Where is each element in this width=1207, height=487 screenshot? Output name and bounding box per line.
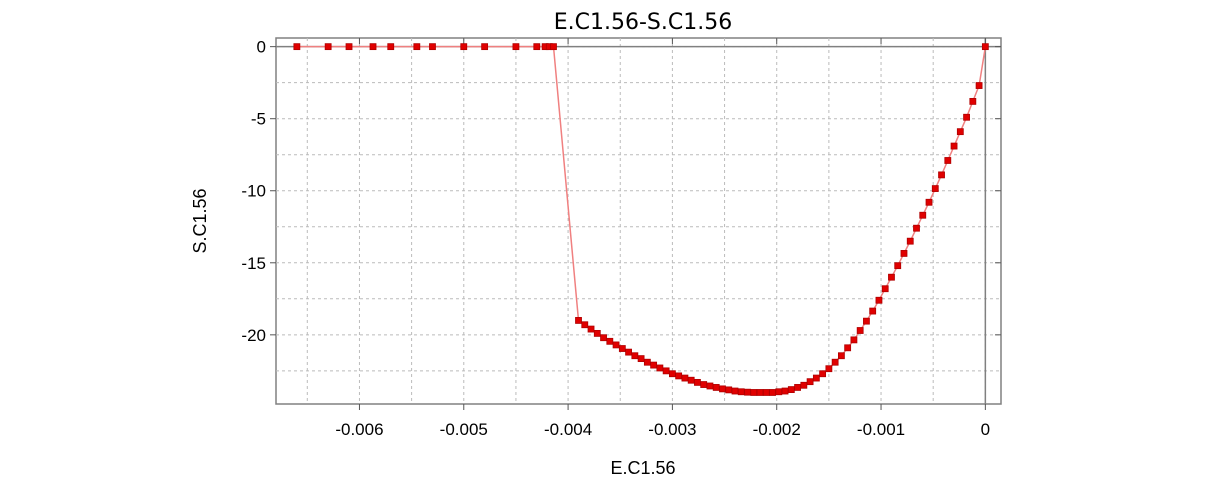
data-point: [600, 334, 607, 342]
data-point: [819, 370, 827, 378]
data-point: [975, 82, 983, 89]
data-point: [369, 43, 377, 51]
data-point: [806, 378, 814, 386]
data-point: [894, 262, 902, 270]
data-point: [625, 348, 632, 356]
data-point: [938, 171, 945, 179]
y-tick-label: -5: [251, 110, 266, 129]
data-point: [512, 43, 520, 51]
data-point: [825, 365, 833, 373]
data-point: [781, 387, 789, 395]
data-point: [550, 43, 557, 51]
x-axis-title: E.C1.56: [610, 458, 675, 478]
data-point: [850, 336, 858, 344]
data-point: [913, 224, 920, 232]
data-point: [787, 386, 795, 393]
data-point: [345, 43, 353, 51]
data-point: [650, 361, 658, 369]
data-point: [637, 355, 645, 363]
y-tick-label: -10: [241, 182, 266, 201]
data-point: [800, 381, 808, 389]
data-point: [324, 43, 332, 51]
y-tick-label: -20: [241, 326, 266, 345]
data-point: [706, 382, 714, 390]
data-point: [794, 384, 801, 391]
x-tick-label: -0.004: [544, 420, 592, 439]
data-point: [762, 389, 770, 396]
data-point: [831, 358, 839, 366]
data-point: [581, 321, 589, 329]
y-tick-label: 0: [257, 38, 266, 57]
data-point: [643, 358, 651, 366]
data-point: [837, 352, 845, 360]
plot-area: [275, 37, 1002, 405]
data-point: [618, 345, 626, 352]
data-point: [919, 211, 927, 219]
data-point: [656, 364, 664, 372]
data-point: [694, 378, 701, 386]
data-point: [969, 98, 977, 105]
data-point: [944, 157, 952, 164]
tick-labels: -0.006 -0.005 -0.004 -0.003 -0.002 -0.001 0 0 -5…: [241, 38, 990, 439]
data-point: [612, 341, 620, 349]
data-point: [888, 273, 895, 281]
data-point: [293, 43, 301, 51]
data-point: [956, 128, 964, 136]
data-point: [869, 307, 877, 315]
data-point: [719, 385, 726, 393]
data-point: [575, 317, 582, 324]
data-point: [963, 113, 970, 121]
data-point: [712, 384, 720, 391]
data-point: [931, 185, 939, 192]
data-point: [675, 372, 683, 380]
data-point: [769, 389, 776, 396]
data-point: [669, 370, 676, 378]
data-point: [950, 142, 958, 150]
data-point: [775, 388, 783, 396]
data-point: [731, 387, 739, 395]
x-tick-label: -0.006: [335, 420, 383, 439]
data-point: [387, 43, 395, 51]
data-point: [687, 376, 695, 384]
y-axis-title: S.C1.56: [190, 188, 210, 253]
y-tick-label: -15: [241, 254, 266, 273]
data-point: [737, 388, 745, 396]
series-layer: [293, 43, 989, 396]
data-point: [744, 388, 751, 396]
x-tick-label: -0.005: [440, 420, 488, 439]
x-tick-label: -0.003: [648, 420, 696, 439]
data-point: [460, 43, 468, 51]
data-point: [606, 337, 614, 345]
data-point: [429, 43, 436, 51]
data-point: [533, 43, 541, 51]
data-point: [812, 374, 820, 382]
data-point: [631, 352, 639, 360]
data-point: [662, 367, 670, 375]
data-point: [593, 329, 601, 337]
x-tick-label: -0.002: [753, 420, 801, 439]
data-point: [900, 250, 908, 257]
data-point: [756, 389, 764, 396]
data-point: [681, 374, 689, 382]
chart-title: E.C1.56-S.C1.56: [554, 10, 732, 35]
data-point: [587, 325, 595, 333]
data-point: [700, 381, 708, 388]
grid: [276, 38, 1001, 404]
data-point: [906, 237, 914, 245]
data-point: [881, 285, 889, 293]
ticks: [270, 38, 1001, 410]
data-point: [981, 43, 989, 51]
data-point: [856, 327, 864, 334]
data-point: [844, 344, 852, 352]
data-point: [481, 43, 489, 51]
data-point: [863, 317, 870, 325]
data-point: [750, 389, 758, 396]
data-point: [875, 296, 883, 304]
x-tick-label: -0.001: [857, 420, 905, 439]
x-tick-label: 0: [981, 420, 990, 439]
data-point: [925, 198, 933, 206]
data-point: [725, 386, 733, 394]
data-point: [413, 43, 421, 51]
